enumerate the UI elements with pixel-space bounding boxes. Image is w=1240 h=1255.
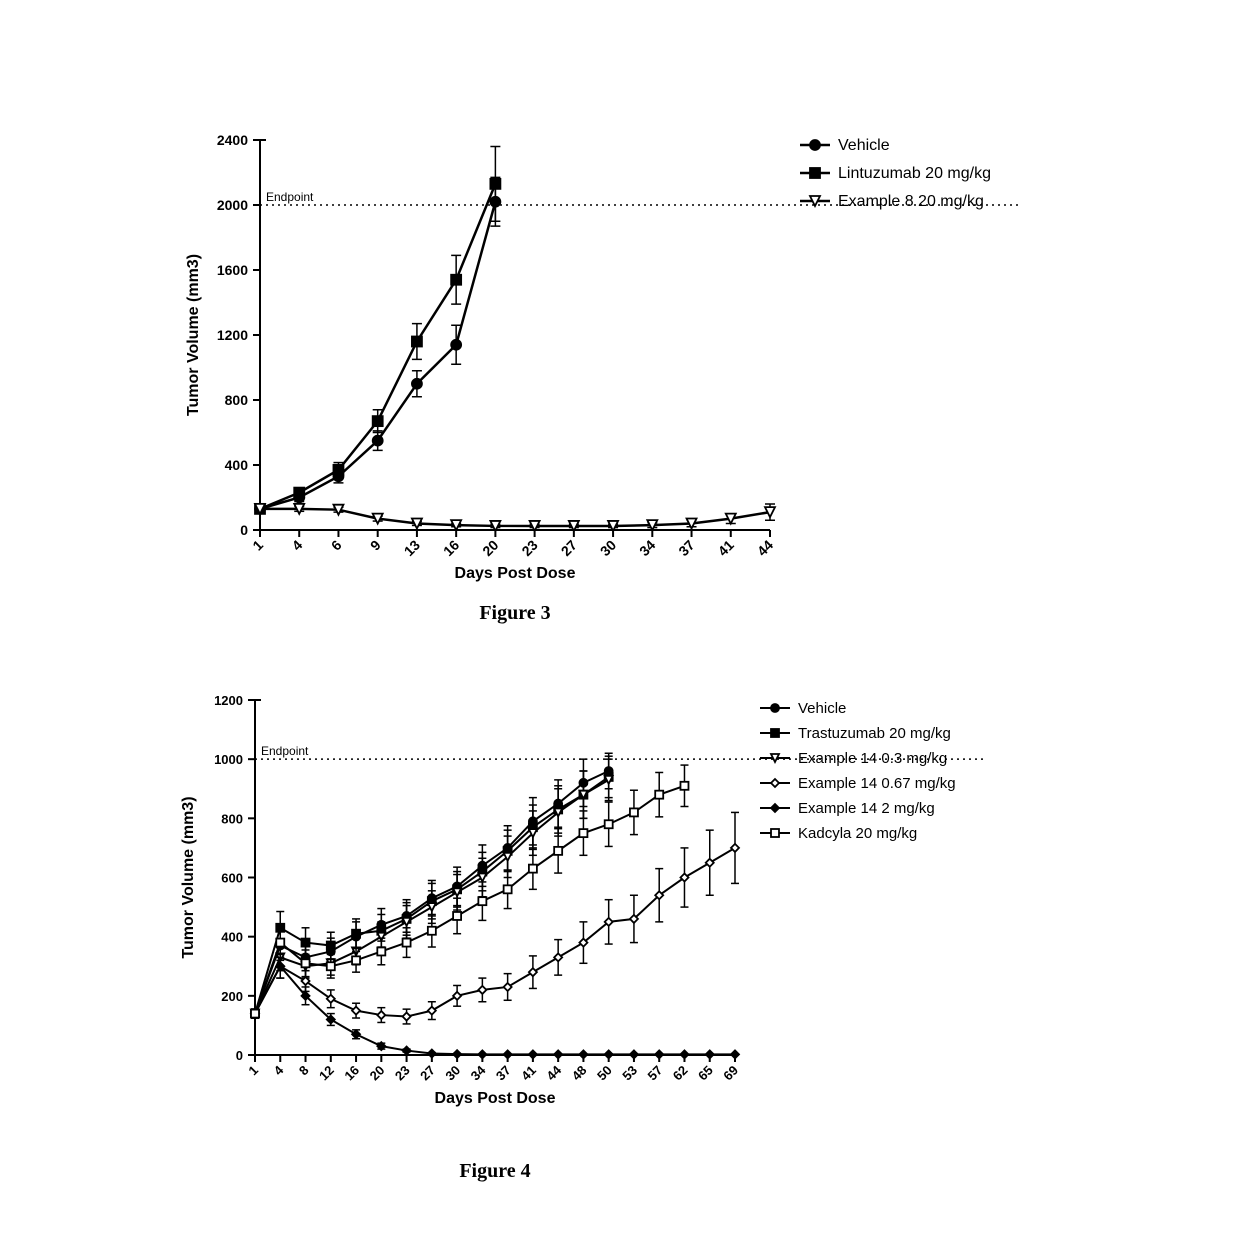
svg-text:1200: 1200 bbox=[214, 693, 243, 708]
svg-text:Days Post Dose: Days Post Dose bbox=[435, 1090, 556, 1107]
svg-text:8: 8 bbox=[296, 1063, 312, 1079]
svg-text:16: 16 bbox=[341, 1063, 362, 1084]
figure4-chart: 0200400600800100012001481216202327303437… bbox=[0, 0, 1240, 1255]
svg-text:1000: 1000 bbox=[214, 752, 243, 767]
svg-text:23: 23 bbox=[392, 1063, 413, 1084]
svg-text:53: 53 bbox=[619, 1063, 640, 1084]
page: 0400800120016002000240014691316202327303… bbox=[0, 0, 1240, 1255]
svg-text:65: 65 bbox=[695, 1063, 716, 1084]
svg-text:34: 34 bbox=[468, 1062, 489, 1083]
svg-text:48: 48 bbox=[569, 1063, 590, 1084]
svg-text:Example 14 2 mg/kg: Example 14 2 mg/kg bbox=[798, 800, 935, 817]
svg-text:1: 1 bbox=[245, 1063, 261, 1079]
svg-text:Example 14 0.3 mg/kg: Example 14 0.3 mg/kg bbox=[798, 750, 947, 767]
svg-text:44: 44 bbox=[543, 1062, 564, 1083]
svg-text:200: 200 bbox=[221, 989, 243, 1004]
svg-text:Example 14 0.67 mg/kg: Example 14 0.67 mg/kg bbox=[798, 775, 956, 792]
svg-text:Vehicle: Vehicle bbox=[798, 700, 846, 717]
svg-text:30: 30 bbox=[442, 1063, 463, 1084]
svg-text:Kadcyla 20 mg/kg: Kadcyla 20 mg/kg bbox=[798, 825, 917, 842]
svg-text:0: 0 bbox=[236, 1048, 243, 1063]
svg-text:400: 400 bbox=[221, 930, 243, 945]
svg-text:Tumor Volume (mm3): Tumor Volume (mm3) bbox=[180, 796, 197, 958]
figure4-caption: Figure 4 bbox=[255, 1160, 735, 1183]
svg-text:800: 800 bbox=[221, 811, 243, 826]
svg-text:Trastuzumab 20 mg/kg: Trastuzumab 20 mg/kg bbox=[798, 725, 951, 742]
svg-text:27: 27 bbox=[417, 1063, 438, 1084]
svg-text:600: 600 bbox=[221, 871, 243, 886]
svg-text:57: 57 bbox=[644, 1063, 665, 1084]
svg-text:41: 41 bbox=[518, 1063, 539, 1084]
svg-text:20: 20 bbox=[367, 1063, 388, 1084]
svg-text:50: 50 bbox=[594, 1063, 615, 1084]
svg-text:12: 12 bbox=[316, 1063, 337, 1084]
svg-text:69: 69 bbox=[720, 1063, 741, 1084]
svg-text:4: 4 bbox=[271, 1062, 287, 1078]
svg-text:62: 62 bbox=[670, 1063, 691, 1084]
svg-text:37: 37 bbox=[493, 1063, 514, 1084]
svg-text:Endpoint: Endpoint bbox=[261, 744, 309, 758]
